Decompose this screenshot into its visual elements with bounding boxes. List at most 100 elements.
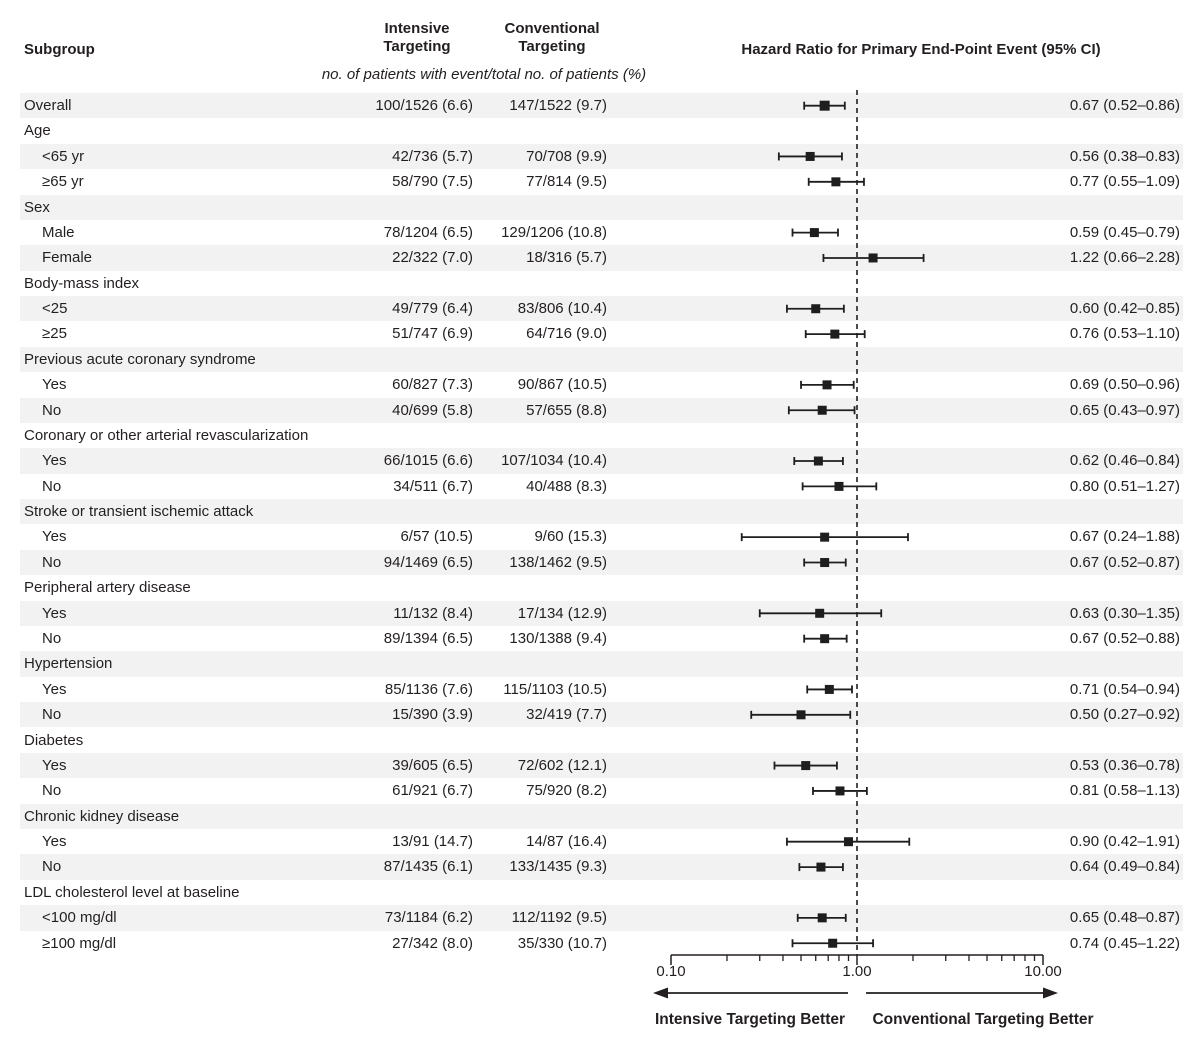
- table-row: <25 49/779 (6.4) 83/806 (10.4) 0.60 (0.42–0…: [20, 296, 1183, 322]
- subgroup-label: No: [42, 858, 62, 876]
- intensive-count-cell: 49/779 (6.4): [392, 300, 473, 318]
- intensive-count-cell: 100/1526 (6.6): [375, 97, 473, 114]
- subgroup-label: Female: [42, 249, 93, 267]
- subgroup-label: No: [42, 782, 62, 800]
- conventional-count-cell: 75/920 (8.2): [526, 782, 607, 800]
- hazard-ratio-cell: 0.67 (0.52–0.87): [1069, 553, 1180, 571]
- axis-tick-label: 1.00: [842, 963, 872, 980]
- subgroup-label: Yes: [42, 376, 67, 394]
- subgroup-label: No: [42, 477, 62, 495]
- left-arrow-head: [653, 987, 668, 999]
- intensive-count-cell: 11/132 (8.4): [393, 604, 473, 622]
- hazard-ratio-cell: 0.65 (0.48–0.87): [1069, 909, 1180, 927]
- table-row: ≥65 yr 58/790 (7.5) 77/814 (9.5) 0.77 (0.55…: [20, 169, 1183, 194]
- subgroup-label: ≥100 mg/dl: [42, 934, 117, 952]
- intensive-count-cell: 94/1469 (6.5): [383, 553, 473, 571]
- subgroup-label: Hypertension: [24, 655, 113, 673]
- hr-marker: [830, 329, 840, 339]
- hr-marker: [811, 304, 821, 314]
- table-row: Yes 60/827 (7.3) 90/867 (10.5) 0.69 (0.50–0…: [20, 372, 1183, 397]
- hr-marker: [805, 151, 815, 161]
- intensive-count-cell: 6/57 (10.5): [400, 528, 473, 546]
- hr-marker: [835, 786, 845, 796]
- hr-marker: [817, 405, 827, 415]
- table-row: Female 22/322 (7.0) 18/316 (5.7) 1.22 (0.66…: [20, 245, 1183, 271]
- conventional-count-cell: 107/1034 (10.4): [501, 452, 607, 470]
- hazard-ratio-cell: 0.60 (0.42–0.85): [1069, 300, 1180, 318]
- hr-marker: [816, 862, 826, 872]
- conventional-count-cell: 129/1206 (10.8): [501, 223, 607, 241]
- conventional-count-cell: 147/1522 (9.7): [509, 97, 607, 114]
- subgroup-label: Coronary or other arterial revasculariza…: [24, 426, 309, 444]
- hr-marker: [831, 177, 841, 187]
- subgroup-label: ≥25: [42, 325, 67, 343]
- conventional-count-cell: 130/1388 (9.4): [509, 629, 607, 647]
- hazard-ratio-cell: 0.71 (0.54–0.94): [1069, 680, 1180, 698]
- subgroup-label: <65 yr: [42, 147, 85, 165]
- intensive-count-cell: 66/1015 (6.6): [383, 452, 473, 470]
- group-header-row: Body-mass index: [20, 271, 1183, 296]
- left-arrow-label: Intensive Targeting Better: [654, 1011, 846, 1028]
- hazard-ratio-cell: 0.77 (0.55–1.09): [1069, 173, 1180, 191]
- intensive-count-cell: 78/1204 (6.5): [383, 223, 473, 241]
- hr-marker: [843, 837, 853, 847]
- subgroup-label: ≥65 yr: [42, 173, 84, 191]
- intensive-count-cell: 58/790 (7.5): [392, 173, 473, 191]
- group-header-row: Stroke or transient ischemic attack: [20, 499, 1183, 525]
- conventional-count-cell: 9/60 (15.3): [534, 528, 607, 546]
- table-row: No 40/699 (5.8) 57/655 (8.8) 0.65 (0.43–0.9…: [20, 397, 1183, 423]
- subgroup-label: Yes: [42, 452, 67, 470]
- group-header-row: Hypertension: [20, 651, 1183, 677]
- hazard-ratio-cell: 0.62 (0.46–0.84): [1069, 452, 1180, 470]
- group-header-row: Peripheral artery disease: [20, 575, 1183, 600]
- hr-marker: [817, 913, 827, 923]
- hr-marker: [822, 380, 832, 390]
- hazard-ratio-cell: 0.65 (0.43–0.97): [1069, 401, 1180, 419]
- subgroup-label: Yes: [42, 528, 67, 546]
- hazard-ratio-cell: 0.67 (0.24–1.88): [1069, 528, 1180, 546]
- subgroup-label: Male: [42, 223, 75, 241]
- table-row: No 61/921 (6.7) 75/920 (8.2) 0.81 (0.58–1.1…: [20, 778, 1183, 803]
- conventional-count-cell: 17/134 (12.9): [517, 604, 607, 622]
- conventional-count-cell: 57/655 (8.8): [526, 401, 607, 419]
- subgroup-label: Stroke or transient ischemic attack: [24, 503, 254, 521]
- table-row: <100 mg/dl 73/1184 (6.2) 112/1192 (9.5) 0.6…: [20, 905, 1183, 931]
- hr-marker: [813, 456, 823, 466]
- intensive-count-cell: 42/736 (5.7): [392, 147, 473, 165]
- conventional-count-cell: 32/419 (7.7): [526, 706, 607, 724]
- group-header-row: Diabetes: [20, 728, 1183, 753]
- subgroup-label: Previous acute coronary syndrome: [24, 350, 256, 368]
- hr-marker: [828, 938, 838, 948]
- table-row: No 15/390 (3.9) 32/419 (7.7) 0.50 (0.27–0.9…: [20, 702, 1183, 728]
- conventional-count-cell: 35/330 (10.7): [517, 934, 607, 952]
- subgroup-label: Age: [24, 122, 51, 140]
- hr-marker: [815, 608, 825, 618]
- hazard-ratio-cell: 0.69 (0.50–0.96): [1069, 376, 1180, 394]
- conventional-count-cell: 115/1103 (10.5): [503, 680, 607, 698]
- subgroup-label: Sex: [24, 198, 50, 216]
- group-header-row: Age: [20, 118, 1183, 143]
- subgroup-label: No: [42, 706, 62, 724]
- subgroup-label: LDL cholesterol level at baseline: [24, 883, 240, 901]
- conventional-count-cell: 138/1462 (9.5): [509, 553, 607, 571]
- table-row: Male 78/1204 (6.5) 129/1206 (10.8) 0.59 (0.…: [20, 220, 1183, 245]
- hazard-ratio-cell: 0.63 (0.30–1.35): [1069, 604, 1180, 622]
- hr-marker: [824, 684, 834, 694]
- conventional-count-cell: 64/716 (9.0): [526, 325, 607, 343]
- conventional-count-cell: 77/814 (9.5): [526, 173, 607, 191]
- table-row: Yes 39/605 (6.5) 72/602 (12.1) 0.53 (0.36–0…: [20, 752, 1183, 779]
- hr-marker: [796, 710, 806, 720]
- hazard-ratio-cell: 0.76 (0.53–1.10): [1069, 325, 1180, 343]
- axis-tick-label: 10.00: [1024, 963, 1062, 980]
- intensive-count-cell: 51/747 (6.9): [392, 325, 473, 343]
- table-row: Yes 6/57 (10.5) 9/60 (15.3) 0.67 (0.24–1.88…: [20, 524, 1183, 549]
- column-header-conventional: Conventional Targeting: [504, 20, 600, 55]
- units-note: no. of patients with event/total no. of …: [321, 66, 647, 83]
- right-arrow-head: [1043, 987, 1058, 999]
- table-row: Yes 11/132 (8.4) 17/134 (12.9) 0.63 (0.30–1…: [20, 600, 1183, 626]
- conventional-count-cell: 90/867 (10.5): [517, 376, 607, 394]
- conventional-count-cell: 133/1435 (9.3): [509, 858, 607, 876]
